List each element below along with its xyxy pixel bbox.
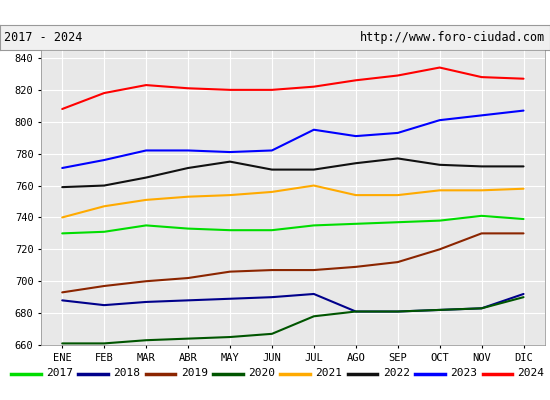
Text: 2021: 2021 <box>315 368 343 378</box>
Text: 2017 - 2024: 2017 - 2024 <box>4 31 83 44</box>
Text: 2024: 2024 <box>518 368 544 378</box>
Text: Evolucion num de emigrantes en Aranda de Duero: Evolucion num de emigrantes en Aranda de… <box>74 5 476 20</box>
Text: http://www.foro-ciudad.com: http://www.foro-ciudad.com <box>360 31 546 44</box>
Text: 2020: 2020 <box>248 368 275 378</box>
Text: 2018: 2018 <box>113 368 140 378</box>
Text: 2022: 2022 <box>383 368 410 378</box>
Text: 2019: 2019 <box>180 368 208 378</box>
Text: 2017: 2017 <box>46 368 73 378</box>
Text: 2023: 2023 <box>450 368 477 378</box>
